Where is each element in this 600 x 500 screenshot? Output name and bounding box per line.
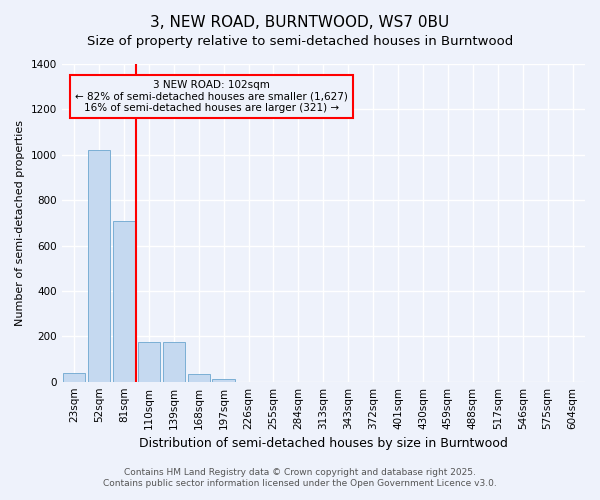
Text: Size of property relative to semi-detached houses in Burntwood: Size of property relative to semi-detach… (87, 35, 513, 48)
Bar (188, 374, 210, 382)
Bar (212, 380, 235, 382)
Bar (113, 220, 135, 382)
Text: 3, NEW ROAD, BURNTWOOD, WS7 0BU: 3, NEW ROAD, BURNTWOOD, WS7 0BU (151, 15, 449, 30)
Bar (63, 372, 85, 382)
Bar (163, 342, 185, 382)
Bar (137, 342, 160, 382)
Bar (88, 150, 110, 382)
Y-axis label: Number of semi-detached properties: Number of semi-detached properties (15, 120, 25, 326)
Text: 3 NEW ROAD: 102sqm
← 82% of semi-detached houses are smaller (1,627)
16% of semi: 3 NEW ROAD: 102sqm ← 82% of semi-detache… (76, 80, 348, 113)
Text: Contains HM Land Registry data © Crown copyright and database right 2025.
Contai: Contains HM Land Registry data © Crown c… (103, 468, 497, 487)
X-axis label: Distribution of semi-detached houses by size in Burntwood: Distribution of semi-detached houses by … (139, 437, 508, 450)
